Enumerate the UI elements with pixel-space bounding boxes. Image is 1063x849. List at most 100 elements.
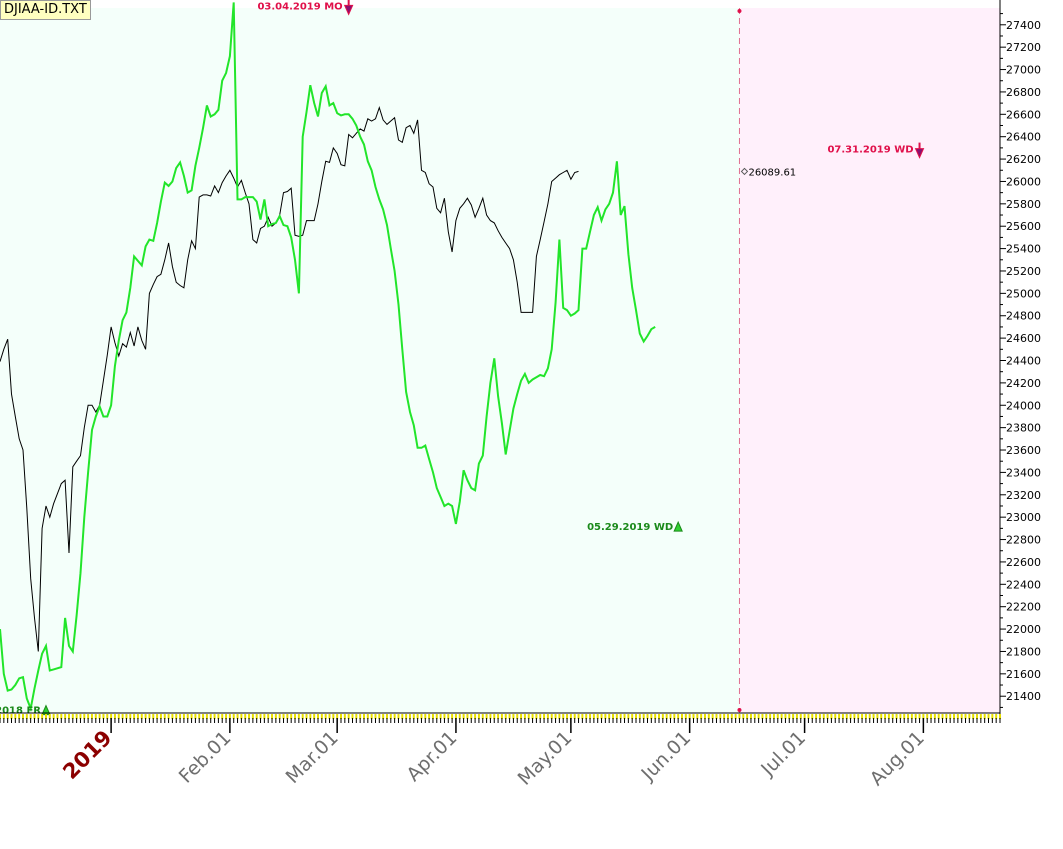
y-tick-label: 21600 (1006, 668, 1041, 681)
x-day-tick (600, 714, 603, 719)
x-day-tick (64, 714, 67, 719)
x-day-tick (573, 714, 576, 719)
y-tick-label: 26200 (1006, 153, 1041, 166)
x-day-tick (301, 714, 304, 719)
chart-title-box: DJIAA-ID.TXT (0, 0, 91, 20)
x-day-tick (309, 714, 312, 719)
x-day-tick (274, 714, 277, 719)
x-day-tick (52, 714, 55, 719)
x-day-tick (933, 714, 936, 719)
x-day-tick (18, 714, 21, 719)
x-day-tick (362, 714, 365, 719)
x-day-tick (592, 714, 595, 719)
x-day-tick (868, 714, 871, 719)
x-day-tick (497, 714, 500, 719)
y-tick-label: 27000 (1006, 64, 1041, 77)
x-day-tick (0, 714, 1, 719)
x-day-tick (41, 714, 44, 719)
x-day-tick (431, 714, 434, 719)
x-day-tick (880, 714, 883, 719)
x-day-tick (654, 714, 657, 719)
x-day-tick (692, 714, 695, 719)
x-day-tick (255, 714, 258, 719)
x-day-tick (964, 714, 967, 719)
x-day-tick (213, 714, 216, 719)
y-tick-label: 26400 (1006, 131, 1041, 144)
y-tick-label: 25000 (1006, 287, 1041, 300)
x-day-tick (562, 714, 565, 719)
y-tick-label: 22600 (1006, 556, 1041, 569)
x-day-tick (845, 714, 848, 719)
x-day-tick (6, 714, 9, 719)
x-day-tick (619, 714, 622, 719)
x-day-tick (412, 714, 415, 719)
x-day-tick (999, 714, 1001, 719)
x-day-tick (937, 714, 940, 719)
x-day-tick (550, 714, 553, 719)
x-day-tick (56, 714, 59, 719)
last-price-marker (740, 167, 749, 176)
x-day-tick (972, 714, 975, 719)
x-day-tick (282, 714, 285, 719)
x-day-tick (278, 714, 281, 719)
x-day-tick (830, 714, 833, 719)
x-day-tick (98, 714, 101, 719)
top-annotation: 07.31.2019 WD (827, 145, 913, 156)
bottom-annotation: 2018 FR (0, 706, 41, 717)
x-day-tick (976, 714, 979, 719)
x-day-tick (140, 714, 143, 719)
y-tick-label: 24200 (1006, 377, 1041, 390)
x-day-tick (811, 714, 814, 719)
x-day-tick (209, 714, 212, 719)
x-day-tick (673, 714, 676, 719)
x-day-tick (67, 714, 70, 719)
forecast-series-line (0, 2, 656, 713)
x-day-tick (554, 714, 557, 719)
divider-bottom-dot (737, 708, 742, 712)
y-tick-label: 22000 (1006, 623, 1041, 636)
x-day-tick (784, 714, 787, 719)
x-day-tick (887, 714, 890, 719)
x-day-tick (818, 714, 821, 719)
x-tick-label: Mar.01 (282, 727, 343, 788)
x-day-tick (29, 714, 32, 719)
x-day-tick (493, 714, 496, 719)
x-day-tick (401, 714, 404, 719)
x-day-tick (769, 714, 772, 719)
x-day-tick (190, 714, 193, 719)
x-day-tick (623, 714, 626, 719)
x-day-tick (742, 714, 745, 719)
x-day-tick (420, 714, 423, 719)
x-day-tick (968, 714, 971, 719)
x-day-tick (347, 714, 350, 719)
x-day-tick (757, 714, 760, 719)
plot-bg-past (0, 8, 740, 713)
x-day-tick (48, 714, 51, 719)
x-day-tick (979, 714, 982, 719)
x-day-tick (470, 714, 473, 719)
x-day-tick (144, 714, 147, 719)
x-day-tick (826, 714, 829, 719)
x-day-tick (163, 714, 166, 719)
x-day-tick (535, 714, 538, 719)
x-tick-label: May.01 (514, 727, 577, 790)
x-day-tick (631, 714, 634, 719)
x-day-tick (684, 714, 687, 719)
x-day-tick (546, 714, 549, 719)
x-day-tick (914, 714, 917, 719)
x-day-tick (734, 714, 737, 719)
y-tick-label: 27200 (1006, 41, 1041, 54)
x-day-tick (370, 714, 373, 719)
x-day-tick (466, 714, 469, 719)
x-day-tick (569, 714, 572, 719)
x-day-tick (512, 714, 515, 719)
x-day-tick (688, 714, 691, 719)
x-day-tick (225, 714, 228, 719)
x-day-tick (953, 714, 956, 719)
x-day-tick (956, 714, 959, 719)
x-tick-label: Feb.01 (175, 727, 236, 788)
x-day-tick (991, 714, 994, 719)
x-day-tick (983, 714, 986, 719)
x-day-tick (646, 714, 649, 719)
x-day-tick (500, 714, 503, 719)
